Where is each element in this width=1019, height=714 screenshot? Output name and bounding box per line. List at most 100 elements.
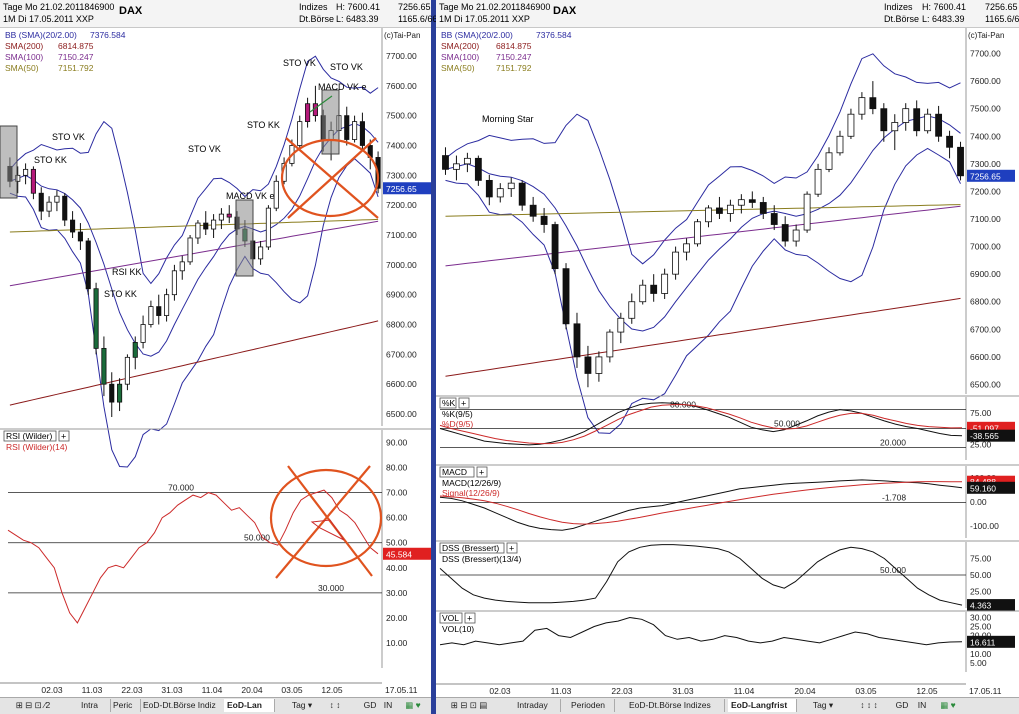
right-dss-label: DSS (Bressert) — [442, 543, 499, 553]
left-annotation-label: STO VK — [283, 58, 316, 68]
left-rsi-cross-line-b — [275, 465, 371, 579]
right-candle-body — [474, 157, 482, 181]
right-tab-periods[interactable]: Perioden — [568, 699, 615, 712]
right-exchange-label: Dt.Börse — [884, 14, 920, 24]
right-price-tag: 7256.65 — [970, 171, 1001, 181]
right-candle-body — [792, 229, 800, 242]
left-rsi-axis-label: 20.00 — [386, 613, 408, 623]
window-divider[interactable] — [431, 0, 436, 714]
right-candle-body — [957, 146, 964, 177]
left-indicator-icons[interactable]: ▦ ♥ — [405, 700, 421, 710]
right-stoch-tag: -51.097 — [970, 423, 999, 433]
left-symbol: DAX — [119, 5, 143, 17]
right-macd-series-signal — [439, 481, 962, 525]
right-vol-plus-glyph: + — [467, 614, 472, 624]
right-sma200-line — [445, 297, 961, 377]
left-price-tick-label: 7600.00 — [386, 81, 417, 91]
right-x-tick-label: 12.05 — [916, 686, 938, 696]
right-header: Tage Mo 21.02.2011846900 1M Di 17.05.201… — [436, 0, 1019, 28]
right-dss-expand-icon — [506, 542, 518, 554]
left-x-tick-label: 20.04 — [241, 685, 263, 695]
right-tab-eod-indices[interactable]: EoD-Dt.Börse Indizes — [626, 699, 725, 712]
left-candle-body — [140, 324, 146, 343]
left-rsi-axis-label: 90.00 — [386, 438, 408, 448]
left-candle-body — [195, 222, 201, 239]
right-tab-eod-long[interactable]: EoD-Langfrist — [728, 699, 797, 712]
right-candle-body — [442, 155, 449, 170]
left-price-tick-label: 7000.00 — [386, 260, 417, 270]
left-period-select[interactable]: Tag ▾ — [291, 700, 313, 710]
left-legend-sma100-value: 7150.247 — [58, 52, 94, 62]
left-annotation-label: STO VK — [330, 62, 363, 72]
right-vol-axis-label: 20.00 — [970, 631, 992, 641]
right-bb-upper-line — [445, 53, 961, 265]
left-rsi-tag-box — [383, 547, 431, 560]
left-candle-body — [30, 168, 36, 194]
right-macd-label-box — [439, 466, 475, 478]
right-candle-body — [595, 356, 603, 374]
right-candle-body — [705, 207, 712, 223]
right-candle-body — [573, 323, 581, 358]
left-rsi-triangle — [310, 519, 345, 541]
left-candle-body — [70, 219, 76, 233]
right-candle-body — [847, 113, 855, 137]
right-dss-series-dss — [439, 544, 963, 606]
right-x-tick-label: 11.04 — [734, 686, 755, 696]
right-price-tick-label: 7600.00 — [970, 76, 1001, 86]
right-candle-body — [726, 204, 734, 214]
left-candle-body — [226, 213, 232, 218]
right-tab-intraday[interactable]: Intraday — [514, 699, 561, 712]
right-stoch-sublabel: %K(9/5) — [442, 409, 473, 419]
left-tab-eod-long[interactable]: EoD-Lan — [224, 699, 275, 712]
right-chart-svg: 7700.00 7600.00 7500.00 7400.00 7300.00 7200.… — [436, 28, 1019, 696]
right-macd-tag: 59.160 — [970, 483, 996, 493]
left-trend-line — [309, 95, 333, 113]
right-in-button[interactable]: IN — [917, 700, 927, 710]
right-candle-body — [869, 97, 877, 110]
right-macd-sublabel: Signal(12/26/9) — [442, 488, 500, 498]
right-stoch-level-label: 50.000 — [774, 419, 800, 429]
right-candle-body — [825, 152, 833, 170]
right-indicator-icons[interactable]: ▦ ♥ — [940, 700, 956, 710]
left-rsi-tag: 45.584 — [386, 549, 412, 559]
left-tab-eod-indices[interactable]: EoD-Dt.Börse Indiz — [140, 699, 225, 712]
right-gd-button[interactable]: GD — [895, 700, 909, 710]
right-toolbar-icons[interactable]: ⊞ ⊟ ⊡ ▤ — [450, 700, 488, 710]
right-symbol: DAX — [553, 5, 577, 17]
left-tab-intraday[interactable]: Intra — [78, 699, 111, 712]
left-exchange-label: Dt.Börse — [299, 14, 335, 24]
left-price-tick-label: 7700.00 — [386, 51, 417, 61]
left-x-tick-label: 11.03 — [82, 685, 103, 695]
left-rsi-axis-label: 10.00 — [386, 638, 408, 648]
right-x-tick-label: 22.03 — [611, 686, 633, 696]
right-period-select[interactable]: Tag ▾ — [812, 700, 834, 710]
right-candle-body — [540, 215, 548, 225]
left-toolbar-icons[interactable]: ⊞ ⊟ ⊡ ∕2 — [15, 700, 51, 710]
right-x-tick-label: 03.05 — [855, 686, 877, 696]
right-index-label: Indizes — [884, 2, 913, 12]
right-stoch-label: %K — [442, 398, 456, 408]
left-rsi-level-label: 50.000 — [244, 533, 270, 543]
left-sma100-line — [9, 220, 379, 287]
left-in-button[interactable]: IN — [383, 700, 393, 710]
left-nav-arrows[interactable]: ↕ ↕ — [329, 700, 341, 710]
left-tab-periods[interactable]: Peric — [110, 699, 141, 712]
left-last-price: 7256.65 — [398, 2, 431, 12]
left-x-tick-label: 03.05 — [281, 685, 303, 695]
left-x-tick-label: 17.05.11 — [385, 685, 418, 695]
right-x-tick-label: 02.03 — [489, 686, 511, 696]
right-legend-bb: BB (SMA)(20/2.00) — [441, 30, 513, 40]
left-chart-window: Tage Mo 21.02.2011846900 1M Di 17.05.201… — [0, 0, 437, 714]
right-macd-plus-glyph: + — [479, 468, 484, 478]
left-candle-body — [132, 342, 138, 358]
right-nav-arrows[interactable]: ↕ ↕ ↕ — [860, 700, 878, 710]
right-candle-body — [946, 135, 953, 148]
right-vol-series-vol — [439, 616, 963, 646]
right-candle-body — [759, 202, 767, 214]
right-vol-expand-icon — [464, 612, 476, 624]
left-gd-button[interactable]: GD — [363, 700, 377, 710]
left-candle-body — [148, 306, 154, 325]
right-stoch-plus-glyph: + — [461, 399, 466, 409]
right-candle-body — [836, 135, 844, 154]
right-candle-body — [814, 168, 822, 195]
